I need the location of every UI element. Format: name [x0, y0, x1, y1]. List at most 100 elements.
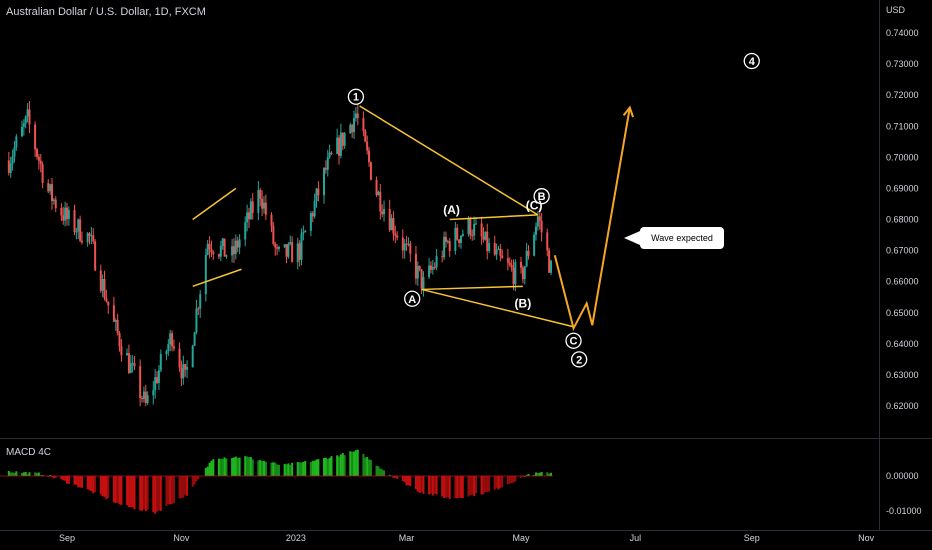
macd-bar — [336, 455, 339, 476]
candle — [225, 254, 228, 259]
macd-bar — [362, 453, 365, 476]
wave-label-text: (B) — [515, 296, 532, 310]
wave-label: (C) — [526, 199, 543, 213]
candle — [336, 128, 339, 155]
candle-body — [289, 242, 292, 244]
wave-label-circle — [347, 88, 365, 105]
candle — [11, 149, 14, 171]
macd-bar — [41, 474, 44, 476]
macd-bar — [186, 476, 189, 496]
candle-body — [37, 156, 40, 161]
candle — [191, 344, 194, 368]
macd-bar — [446, 476, 449, 498]
candle-body — [180, 367, 183, 379]
candle — [422, 271, 425, 297]
candle — [512, 259, 515, 291]
x-tick-label: Nov — [173, 533, 190, 543]
macd-bar — [441, 476, 444, 497]
candle-body — [409, 243, 412, 254]
macd-bar — [73, 476, 76, 485]
candle — [39, 154, 42, 173]
candle — [94, 239, 97, 272]
macd-bar — [324, 457, 327, 476]
macd-bar — [171, 476, 174, 504]
macd-bar — [527, 473, 530, 476]
candle-body — [300, 233, 303, 260]
candle — [141, 395, 144, 403]
macd-bar — [458, 476, 461, 498]
candle-body — [441, 256, 444, 258]
candle-body — [49, 184, 52, 192]
y-tick-label: 0.68000 — [886, 215, 919, 225]
candle-body — [28, 109, 31, 125]
macd-bar — [156, 476, 159, 512]
macd-bar — [435, 476, 438, 495]
candle — [90, 226, 93, 245]
y-tick-label: 0.63000 — [886, 370, 919, 380]
macd-bar — [193, 476, 196, 485]
macd-bar — [428, 476, 431, 495]
macd-bar — [369, 459, 372, 476]
candle — [330, 151, 333, 155]
y-tick-label: 0.67000 — [886, 246, 919, 256]
macd-bar — [94, 476, 97, 493]
macd-bar — [133, 476, 136, 510]
candle — [302, 225, 305, 241]
candle-body — [546, 232, 549, 251]
candle-body — [341, 132, 344, 146]
candle — [86, 231, 89, 247]
candle — [67, 206, 70, 226]
candle — [120, 339, 123, 362]
wave-trendline — [449, 214, 538, 221]
candle-body — [9, 163, 12, 173]
candle — [482, 227, 485, 243]
candle-body — [210, 249, 213, 253]
macd-bar — [231, 457, 234, 476]
macd-bar — [62, 476, 65, 481]
macd-bar — [317, 459, 320, 476]
macd-bar — [127, 476, 130, 508]
candle — [484, 231, 487, 241]
price-pane[interactable] — [7, 101, 553, 407]
candle-body — [35, 149, 38, 157]
candle — [486, 223, 489, 260]
candle-body — [493, 242, 496, 255]
candle-body — [508, 262, 511, 265]
candle-body — [131, 363, 134, 365]
candle-body — [154, 377, 157, 391]
candle — [495, 243, 498, 260]
wave-trendline — [192, 187, 237, 221]
macd-bar — [546, 472, 549, 476]
candle — [407, 237, 410, 247]
macd-bar — [354, 450, 357, 476]
macd-bar — [287, 463, 290, 476]
candle — [409, 240, 412, 262]
macd-bar — [184, 476, 187, 495]
macd-tick-label: 0.00000 — [886, 471, 919, 481]
candle-body — [520, 262, 522, 268]
macd-bar — [15, 471, 18, 476]
wave-trendline — [359, 105, 539, 216]
macd-bar — [120, 476, 123, 506]
macd-bar — [276, 464, 279, 476]
candle — [546, 228, 549, 257]
candle-body — [323, 167, 326, 196]
macd-bar — [328, 457, 331, 476]
macd-bar — [482, 476, 485, 495]
candle-body — [11, 156, 14, 164]
macd-bar — [403, 476, 406, 483]
macd-bar — [238, 457, 241, 476]
macd-bar — [383, 470, 386, 476]
candle — [446, 239, 449, 244]
macd-bar — [510, 476, 513, 483]
candle — [272, 222, 275, 246]
wave-lines — [192, 105, 634, 332]
wave-label: (B) — [515, 296, 532, 310]
candle-body — [351, 124, 354, 133]
macd-bar — [525, 475, 528, 476]
macd-bar — [75, 476, 78, 485]
wave-label: A — [404, 290, 421, 307]
candle-body — [394, 233, 397, 236]
candle — [433, 262, 436, 270]
